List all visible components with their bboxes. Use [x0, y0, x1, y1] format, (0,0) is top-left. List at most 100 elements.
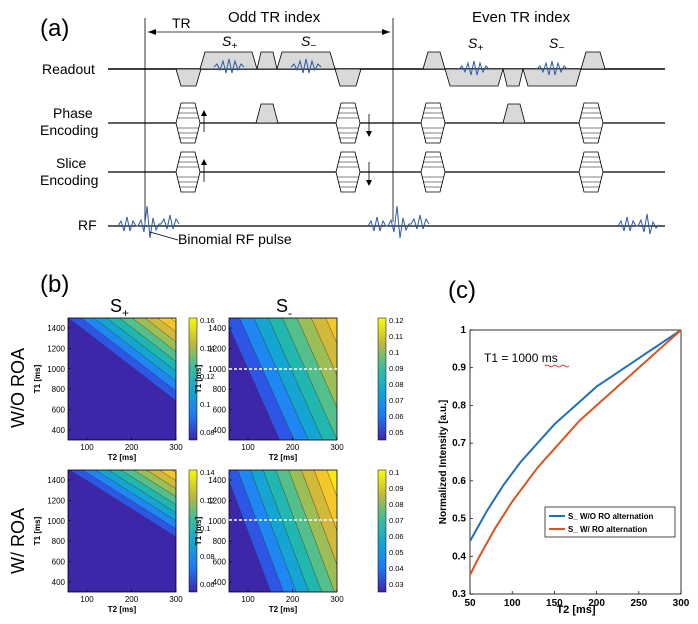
heatmap-3 — [223, 465, 387, 597]
row-readout-label: Readout — [42, 61, 95, 77]
line-y-tick: 0.9 — [452, 363, 466, 374]
row-slice-label-1: Slice — [56, 155, 87, 171]
y-tick-label: 1400 — [208, 476, 226, 485]
s-minus-odd: S− — [301, 33, 316, 52]
y-tick-label: 800 — [52, 385, 66, 394]
binomial-label: Binomial RF pulse — [178, 231, 292, 247]
y-tick-label: 1200 — [208, 344, 226, 353]
x-tick-label: 200 — [125, 443, 139, 452]
colorbar-tick: 0.1 — [389, 348, 399, 357]
line-xlabel: T2 [ms] — [556, 604, 595, 616]
colorbar-tick: 0.07 — [389, 396, 404, 405]
line-x-tick: 100 — [504, 598, 521, 609]
panel-b-label: (b) — [40, 271, 69, 298]
t1-annotation: T1 = 1000 ms — [484, 351, 558, 365]
tr-arrow-left-head — [148, 29, 156, 35]
figure: (a) TR Odd TR index Even TR index Readou… — [0, 0, 698, 624]
y-tick-label: 1400 — [47, 324, 65, 333]
line-y-tick: 0.4 — [452, 551, 466, 562]
colorbar — [378, 318, 386, 440]
heatmap-ylabel: T1 [ms] — [194, 516, 203, 545]
even-tr-label: Even TR index — [472, 9, 571, 26]
row-wo-roa: W/O ROA — [8, 348, 28, 428]
y-tick-label: 1000 — [208, 365, 226, 374]
colorbar-tick: 0.09 — [389, 364, 404, 373]
odd-tr-label: Odd TR index — [228, 9, 321, 26]
colorbar-tick: 0.07 — [389, 516, 404, 525]
panel-c: (c) 50 100 150 200 250 300 0.3 0.4 0.5 0.6 0.7 0.8 0… — [438, 277, 690, 616]
x-tick-label: 200 — [286, 595, 300, 604]
row-phase-label-2: Encoding — [40, 122, 98, 138]
row-slice-label-2: Encoding — [40, 172, 98, 188]
colorbar-tick: 0.04 — [389, 564, 404, 573]
s-plus-even: S+ — [468, 35, 483, 54]
x-tick-label: 200 — [286, 443, 300, 452]
x-tick-label: 300 — [169, 595, 183, 604]
heatmap-xlabel: T2 [ms] — [108, 453, 137, 462]
y-tick-label: 600 — [52, 558, 66, 567]
colorbar-tick: 0.11 — [389, 332, 403, 341]
line-y-tick: 1 — [460, 325, 466, 336]
heatmap-ylabel: T1 [ms] — [33, 516, 42, 545]
line-y-tick: 0.8 — [452, 400, 466, 411]
colorbar-tick: 0.03 — [389, 580, 404, 589]
colorbar-tick: 0.1 — [200, 400, 210, 409]
heatmap-1 — [223, 313, 397, 445]
colorbar-tick: 0.08 — [389, 380, 404, 389]
row-w-roa: W/ ROA — [8, 508, 28, 574]
colorbar-tick: 0.09 — [389, 484, 404, 493]
heatmaps: 1400 1200 1000 800 600 400 100 200 300 T2 [ms] T1 … — [33, 313, 404, 614]
y-tick-label: 1400 — [208, 324, 226, 333]
heatmap-ylabel: T1 [ms] — [194, 364, 203, 393]
line-y-tick: 0.3 — [452, 589, 466, 600]
y-tick-label: 600 — [52, 406, 66, 415]
y-tick-label: 1000 — [47, 517, 65, 526]
y-tick-label: 1400 — [47, 476, 65, 485]
y-tick-label: 400 — [52, 426, 66, 435]
line-ylabel: Normalized Intensity [a.u.] — [438, 400, 449, 524]
line-y-tick: 0.7 — [452, 438, 466, 449]
x-tick-label: 300 — [330, 595, 344, 604]
y-tick-label: 1000 — [47, 365, 65, 374]
x-tick-label: 100 — [80, 595, 94, 604]
tr-label: TR — [172, 15, 191, 31]
colorbar-tick: 0.12 — [389, 316, 404, 325]
legend-entry-1: S_ W/O RO alternation — [568, 512, 653, 521]
heatmap-ylabel: T1 [ms] — [33, 364, 42, 393]
x-tick-label: 300 — [169, 443, 183, 452]
panel-a: (a) TR Odd TR index Even TR index Readou… — [40, 9, 665, 247]
y-tick-label: 1200 — [208, 496, 226, 505]
colorbar-tick: 0.05 — [389, 548, 404, 557]
panel-b: (b) S+ S- W/O ROA W/ ROA 140012001000800… — [8, 271, 404, 614]
x-tick-label: 100 — [241, 443, 255, 452]
y-tick-label: 800 — [213, 537, 227, 546]
colorbar — [378, 470, 386, 592]
x-tick-label: 100 — [241, 595, 255, 604]
y-tick-label: 600 — [213, 406, 227, 415]
col-s-minus: S- — [276, 296, 292, 320]
colorbar-tick: 0.06 — [389, 532, 404, 541]
row-rf-label: RF — [78, 217, 97, 233]
x-tick-label: 100 — [80, 443, 94, 452]
colorbar-tick: 0.06 — [389, 412, 404, 421]
y-tick-label: 1200 — [47, 496, 65, 505]
y-tick-label: 600 — [213, 558, 227, 567]
y-tick-label: 400 — [213, 426, 227, 435]
colorbar-tick: 0.05 — [389, 428, 404, 437]
heatmap-xlabel: T2 [ms] — [269, 453, 298, 462]
legend-entry-2: S_ W/ RO alternation — [568, 525, 647, 534]
tr-arrow-right-head — [382, 29, 390, 35]
line-x-tick: 300 — [673, 598, 690, 609]
s-plus-odd: S+ — [222, 33, 237, 52]
binomial-pointer — [150, 232, 178, 240]
y-tick-label: 800 — [52, 537, 66, 546]
heatmap-xlabel: T2 [ms] — [108, 605, 137, 614]
s-minus-even: S− — [549, 35, 564, 54]
y-tick-label: 400 — [213, 578, 227, 587]
colorbar-tick: 0.08 — [389, 500, 404, 509]
colorbar-tick: 0.1 — [389, 468, 399, 477]
panel-c-label: (c) — [448, 277, 476, 304]
heatmap-xlabel: T2 [ms] — [269, 605, 298, 614]
line-y-tick: 0.5 — [452, 514, 466, 525]
line-x-tick: 250 — [630, 598, 647, 609]
